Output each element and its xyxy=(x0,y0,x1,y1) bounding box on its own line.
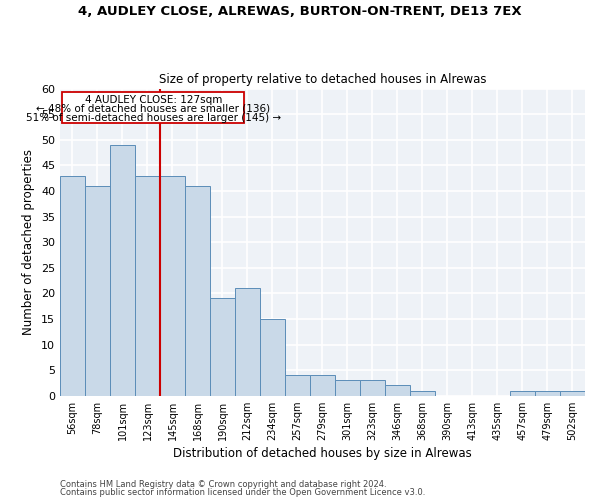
X-axis label: Distribution of detached houses by size in Alrewas: Distribution of detached houses by size … xyxy=(173,447,472,460)
FancyBboxPatch shape xyxy=(62,92,244,124)
Bar xyxy=(410,390,435,396)
Text: Contains HM Land Registry data © Crown copyright and database right 2024.: Contains HM Land Registry data © Crown c… xyxy=(60,480,386,489)
Bar xyxy=(360,380,385,396)
Bar xyxy=(285,375,310,396)
Bar xyxy=(335,380,360,396)
Text: Contains public sector information licensed under the Open Government Licence v3: Contains public sector information licen… xyxy=(60,488,425,497)
Bar xyxy=(110,145,135,396)
Bar xyxy=(160,176,185,396)
Bar xyxy=(85,186,110,396)
Bar xyxy=(510,390,535,396)
Bar xyxy=(560,390,585,396)
Text: ← 48% of detached houses are smaller (136): ← 48% of detached houses are smaller (13… xyxy=(36,104,270,114)
Bar xyxy=(60,176,85,396)
Text: 4 AUDLEY CLOSE: 127sqm: 4 AUDLEY CLOSE: 127sqm xyxy=(85,94,222,104)
Bar xyxy=(385,386,410,396)
Bar xyxy=(235,288,260,396)
Bar xyxy=(535,390,560,396)
Title: Size of property relative to detached houses in Alrewas: Size of property relative to detached ho… xyxy=(159,73,486,86)
Bar xyxy=(310,375,335,396)
Y-axis label: Number of detached properties: Number of detached properties xyxy=(22,149,35,335)
Bar xyxy=(185,186,210,396)
Bar xyxy=(210,298,235,396)
Bar xyxy=(135,176,160,396)
Bar xyxy=(260,319,285,396)
Text: 4, AUDLEY CLOSE, ALREWAS, BURTON-ON-TRENT, DE13 7EX: 4, AUDLEY CLOSE, ALREWAS, BURTON-ON-TREN… xyxy=(78,5,522,18)
Text: 51% of semi-detached houses are larger (145) →: 51% of semi-detached houses are larger (… xyxy=(26,113,281,123)
